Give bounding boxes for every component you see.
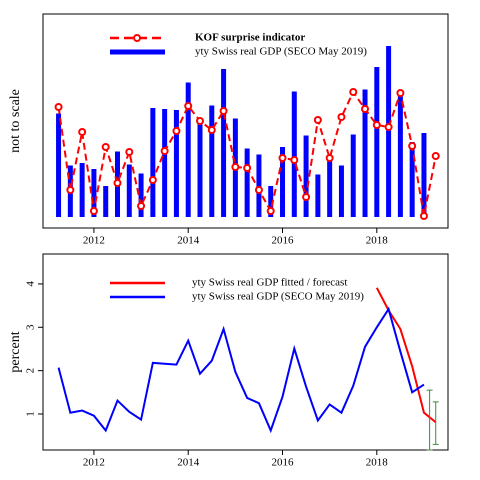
bar [209,105,215,217]
marker [266,207,275,215]
bar [244,148,250,217]
y-axis-label: percent [8,331,23,372]
bar [185,82,191,217]
marker [66,186,75,194]
bar [303,135,309,217]
bar [268,186,274,217]
bar [56,113,62,217]
marker [372,121,381,129]
marker [54,103,63,111]
marker [408,142,417,150]
bar [79,163,85,217]
y-axis-label: not to scale [8,89,23,153]
bar [138,173,144,217]
bar [91,169,97,217]
x-tick-label: 2012 [83,457,105,469]
bar [173,110,179,217]
marker [361,105,370,113]
y-tick-label: 2 [25,368,37,374]
bar [197,120,203,217]
bar [374,67,380,217]
plot-frame [42,13,449,229]
plot-frame [42,253,449,451]
bar [397,95,403,217]
bar [327,156,333,217]
bar [221,69,227,217]
marker [302,193,311,201]
marker [148,176,157,184]
x-tick-label: 2018 [366,235,389,247]
marker [207,126,216,134]
marker [184,102,193,110]
marker [219,107,228,115]
bar [150,108,156,217]
marker [113,179,122,187]
x-tick-label: 2016 [272,235,295,247]
bar [409,142,415,217]
x-tick-label: 2014 [177,457,200,469]
marker [349,88,358,96]
bar [162,109,168,217]
marker [431,152,440,160]
bar [421,133,427,217]
x-tick-label: 2016 [272,457,295,469]
bar [103,186,109,217]
marker [290,156,299,164]
marker [313,116,322,124]
bar [126,164,132,217]
marker [78,128,87,136]
y-tick-label: 1 [25,411,37,417]
marker [101,143,110,151]
line [375,287,437,424]
marker [243,164,252,172]
y-tick-label: 3 [25,324,37,330]
legend-label: yty Swiss real GDP (SECO May 2019) [192,291,364,303]
bar [256,154,262,217]
marker [278,154,287,162]
bar [386,46,392,217]
x-tick-label: 2014 [177,235,200,247]
marker [419,212,428,220]
bar [338,165,344,217]
legend-label: yty Swiss real GDP (SECO May 2019) [195,46,367,58]
bar [362,89,368,217]
line [57,306,425,434]
marker [196,117,205,125]
marker [125,148,134,156]
x-tick-label: 2018 [366,457,389,469]
y-tick-label: 4 [25,281,37,287]
marker [396,89,405,97]
marker [160,147,169,155]
bar [280,147,286,217]
bar [315,174,321,217]
marker [89,207,98,215]
bar [291,91,297,217]
legend-label: yty Swiss real GDP fitted / forecast [192,277,347,289]
legend-label: KOF surprise indicator [195,32,305,44]
marker [325,154,334,162]
x-tick-label: 2012 [83,235,105,247]
marker [254,186,263,194]
marker [172,127,181,135]
legend-marker [133,34,141,42]
marker [337,113,346,121]
bar [350,134,356,217]
marker [231,163,240,171]
marker [384,123,393,131]
marker [137,202,146,210]
